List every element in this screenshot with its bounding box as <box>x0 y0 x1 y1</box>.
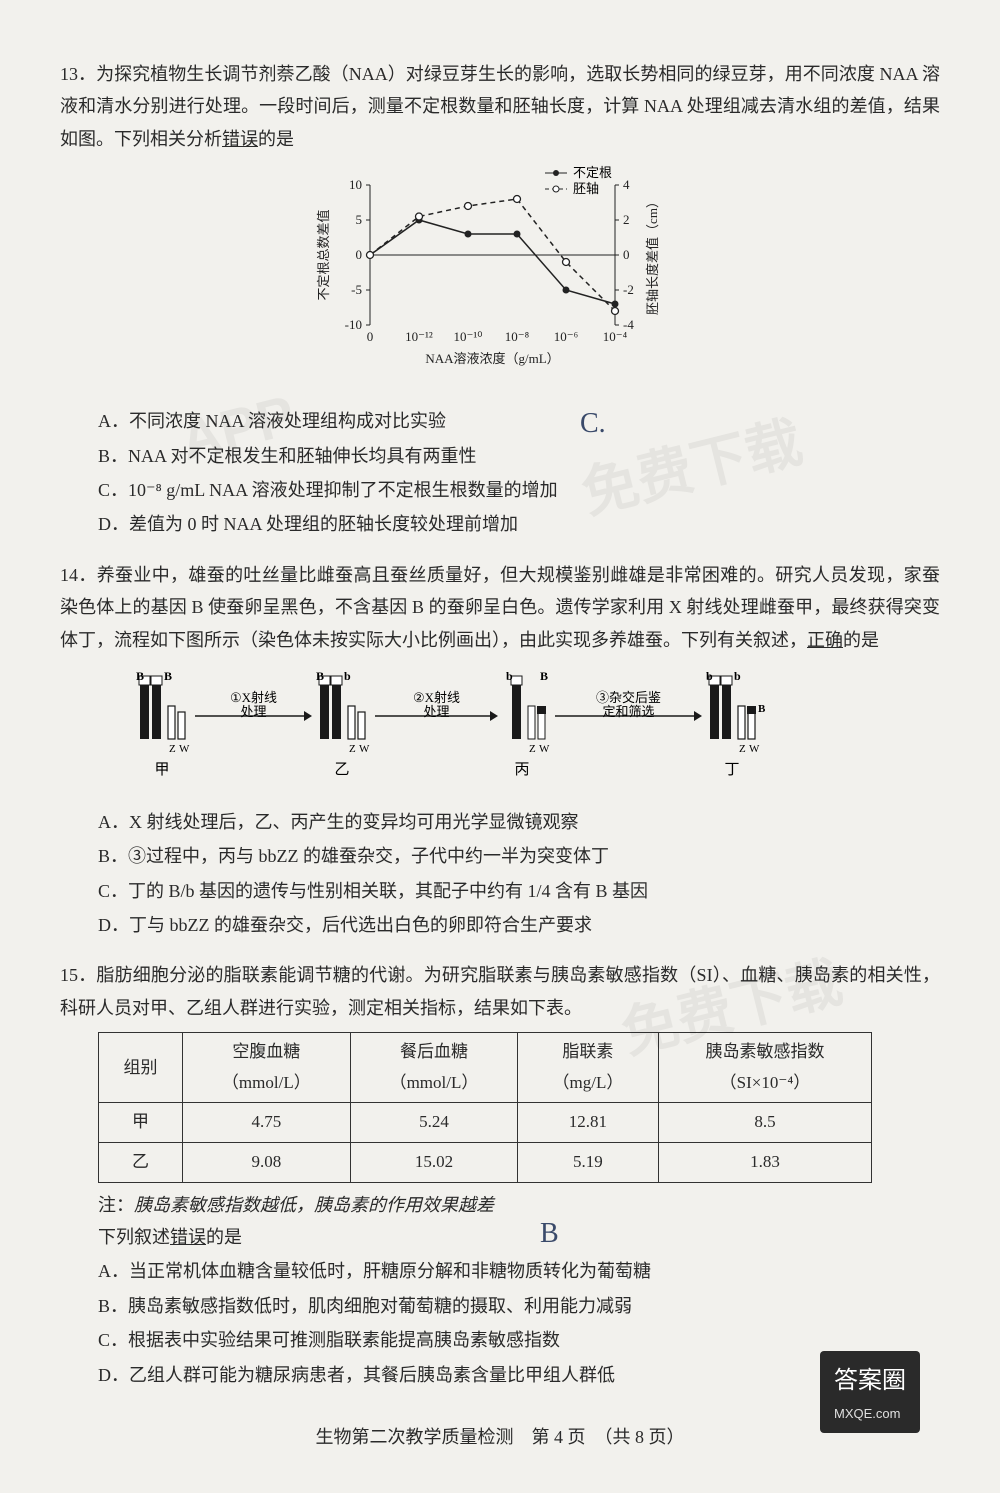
q15-table: 组别空腹血糖（mmol/L）餐后血糖（mmol/L）脂联素（mg/L）胰岛素敏感… <box>98 1032 872 1182</box>
svg-text:b: b <box>734 669 741 683</box>
q15-options: A．当正常机体血糖含量较低时，肝糖原分解和非糖物质转化为葡萄糖 B．胰岛素敏感指… <box>60 1255 940 1391</box>
svg-text:0: 0 <box>623 247 630 262</box>
q15-number: 15． <box>60 965 96 985</box>
svg-text:甲: 甲 <box>154 762 169 778</box>
q14-diagram: BBZWBbZWbBZWbbBZW①X射线处理②X射线处理③杂交后鉴定和筛选甲乙… <box>60 666 940 796</box>
svg-text:-10: -10 <box>345 317 362 332</box>
svg-text:乙: 乙 <box>334 762 349 778</box>
svg-text:-2: -2 <box>623 282 634 297</box>
q15-note: 注：胰岛素敏感指数越低，胰岛素的作用效果越差 <box>60 1189 940 1221</box>
q14-option-b: B．③过程中，丙与 bbZZ 的雄蚕杂交，子代中约一半为突变体丁 <box>98 840 940 872</box>
question-13: 13．为探究植物生长调节剂萘乙酸（NAA）对绿豆芽生长的影响，选取长势相同的绿豆… <box>60 58 940 541</box>
svg-text:定和筛选: 定和筛选 <box>602 704 654 719</box>
question-14: 14．养蚕业中，雄蚕的吐丝量比雌蚕高且蚕丝质量好，但大规模鉴别雌雄是非常困难的。… <box>60 559 940 942</box>
svg-text:丁: 丁 <box>724 762 739 778</box>
svg-text:2: 2 <box>623 212 630 227</box>
svg-text:10⁻⁶: 10⁻⁶ <box>554 329 578 344</box>
handwritten-annotation: B <box>540 1209 559 1259</box>
svg-text:0: 0 <box>356 247 363 262</box>
svg-text:②X射线: ②X射线 <box>413 690 460 705</box>
q13-stem: 13．为探究植物生长调节剂萘乙酸（NAA）对绿豆芽生长的影响，选取长势相同的绿豆… <box>60 58 940 155</box>
svg-text:b: b <box>344 669 351 683</box>
q13-number: 13． <box>60 64 96 84</box>
svg-text:胚轴: 胚轴 <box>573 181 599 196</box>
q15-option-c: C．根据表中实验结果可推测脂联素能提高胰岛素敏感指数 <box>98 1324 940 1356</box>
svg-text:③杂交后鉴: ③杂交后鉴 <box>596 690 661 705</box>
q15-stem: 15．脂肪细胞分泌的脂联素能调节糖的代谢。为研究脂联素与胰岛素敏感指数（SI）、… <box>60 959 940 1024</box>
svg-text:W: W <box>179 743 190 755</box>
svg-text:NAA溶液浓度（g/mL）: NAA溶液浓度（g/mL） <box>425 351 559 366</box>
svg-text:B: B <box>164 669 172 683</box>
svg-text:Z: Z <box>739 743 746 755</box>
page-footer: 生物第二次教学质量检测 第 4 页 （共 8 页） <box>60 1421 940 1453</box>
q15-option-d: D．乙组人群可能为糖尿病患者，其餐后胰岛素含量比甲组人群低 <box>98 1359 940 1391</box>
svg-text:Z: Z <box>349 743 356 755</box>
svg-text:W: W <box>359 743 370 755</box>
svg-text:W: W <box>539 743 550 755</box>
handwritten-annotation: C. <box>580 399 606 449</box>
svg-text:b: b <box>506 669 513 683</box>
svg-text:-5: -5 <box>351 282 362 297</box>
svg-text:B: B <box>758 703 766 715</box>
svg-text:Z: Z <box>529 743 536 755</box>
svg-text:10⁻¹⁰: 10⁻¹⁰ <box>454 329 483 344</box>
svg-text:不定根总数差值: 不定根总数差值 <box>316 210 331 301</box>
q15-option-a: A．当正常机体血糖含量较低时，肝糖原分解和非糖物质转化为葡萄糖 <box>98 1255 940 1287</box>
svg-text:B: B <box>136 669 144 683</box>
q13-option-b: B．NAA 对不定根发生和胚轴伸长均具有两重性 <box>98 440 940 472</box>
svg-text:10⁻¹²: 10⁻¹² <box>405 329 433 344</box>
svg-text:5: 5 <box>356 212 363 227</box>
svg-text:0: 0 <box>367 329 374 344</box>
q14-stem: 14．养蚕业中，雄蚕的吐丝量比雌蚕高且蚕丝质量好，但大规模鉴别雌雄是非常困难的。… <box>60 559 940 656</box>
source-badge: 答案圈 MXQE.com <box>820 1351 920 1434</box>
q13-option-c: C．10⁻⁸ g/mL NAA 溶液处理抑制了不定根生根数量的增加 <box>98 474 940 506</box>
q14-option-d: D．丁与 bbZZ 的雄蚕杂交，后代选出白色的卵即符合生产要求 <box>98 909 940 941</box>
q14-option-c: C．丁的 B/b 基因的遗传与性别相关联，其配子中约有 1/4 含有 B 基因 <box>98 875 940 907</box>
svg-text:B: B <box>540 669 548 683</box>
svg-text:4: 4 <box>623 177 630 192</box>
q13-option-d: D．差值为 0 时 NAA 处理组的胚轴长度较处理前增加 <box>98 508 940 540</box>
svg-text:处理: 处理 <box>240 704 266 719</box>
svg-text:B: B <box>316 669 324 683</box>
svg-text:处理: 处理 <box>423 704 449 719</box>
svg-text:胚轴长度差值（cm）: 胚轴长度差值（cm） <box>645 195 660 315</box>
q14-option-a: A．X 射线处理后，乙、丙产生的变异均可用光学显微镜观察 <box>98 806 940 838</box>
svg-text:丙: 丙 <box>514 762 529 778</box>
svg-text:b: b <box>706 669 713 683</box>
svg-text:10: 10 <box>349 177 362 192</box>
q14-options: A．X 射线处理后，乙、丙产生的变异均可用光学显微镜观察 B．③过程中，丙与 b… <box>60 806 940 942</box>
svg-text:①X射线: ①X射线 <box>230 690 277 705</box>
svg-text:10⁻⁴: 10⁻⁴ <box>603 329 628 344</box>
svg-text:不定根: 不定根 <box>573 165 612 180</box>
q13-option-a: A．不同浓度 NAA 溶液处理组构成对比实验 <box>98 405 940 437</box>
question-15: 15．脂肪细胞分泌的脂联素能调节糖的代谢。为研究脂联素与胰岛素敏感指数（SI）、… <box>60 959 940 1391</box>
svg-text:Z: Z <box>169 743 176 755</box>
svg-text:W: W <box>749 743 760 755</box>
q13-options: A．不同浓度 NAA 溶液处理组构成对比实验 B．NAA 对不定根发生和胚轴伸长… <box>60 405 940 541</box>
q13-chart: -10-50510-4-2024010⁻¹²10⁻¹⁰10⁻⁸10⁻⁶10⁻⁴不… <box>60 165 940 395</box>
q15-option-b: B．胰岛素敏感指数低时，肌肉细胞对葡萄糖的摄取、利用能力减弱 <box>98 1290 940 1322</box>
svg-text:10⁻⁸: 10⁻⁸ <box>505 329 530 344</box>
q14-number: 14． <box>60 565 97 585</box>
